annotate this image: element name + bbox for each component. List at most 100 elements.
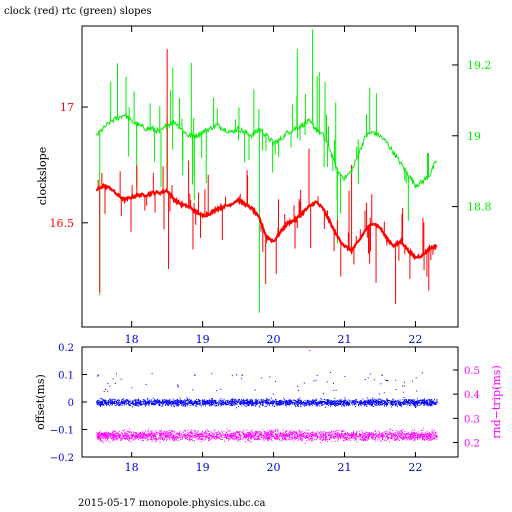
offset-point xyxy=(204,399,206,401)
rndtrip-point xyxy=(208,437,210,439)
rndtrip-point xyxy=(124,436,126,438)
rndtrip-point xyxy=(143,434,145,436)
rndtrip-point xyxy=(307,436,309,438)
rndtrip-point xyxy=(162,432,164,434)
offset-point xyxy=(350,402,352,404)
offset-point xyxy=(382,399,384,401)
rndtrip-point xyxy=(384,431,386,433)
rndtrip-point xyxy=(333,437,335,439)
rndtrip-point xyxy=(267,432,269,434)
rndtrip-point xyxy=(169,437,170,439)
rndtrip-point xyxy=(372,435,374,437)
offset-point xyxy=(175,400,176,402)
rndtrip-point xyxy=(375,434,377,436)
rndtrip-point xyxy=(102,440,103,442)
rndtrip-point xyxy=(327,433,329,435)
rndtrip-point xyxy=(436,436,438,438)
rndtrip-point xyxy=(250,436,252,438)
rndtrip-point xyxy=(406,439,407,441)
rndtrip-point xyxy=(214,429,216,431)
rndtrip-point xyxy=(191,431,193,433)
rndtrip-point xyxy=(202,436,204,438)
offset-point xyxy=(192,404,194,406)
offset-point xyxy=(159,404,160,406)
offset-point xyxy=(174,403,175,405)
offset-point xyxy=(129,404,131,406)
rndtrip-point xyxy=(155,437,157,439)
rndtrip-point xyxy=(395,439,397,440)
rndtrip-point xyxy=(373,434,375,436)
rndtrip-point xyxy=(142,436,144,438)
rndtrip-point xyxy=(112,435,114,436)
rndtrip-point xyxy=(146,436,148,438)
rndtrip-point xyxy=(112,434,114,436)
rndtrip-point xyxy=(228,437,229,439)
rndtrip-point xyxy=(164,430,166,432)
offset-point xyxy=(211,400,213,402)
offset-point xyxy=(422,403,424,405)
offset-point xyxy=(398,403,399,405)
offset-point xyxy=(183,401,185,403)
rndtrip-point xyxy=(209,431,211,433)
rndtrip-point xyxy=(156,433,158,435)
rndtrip-point xyxy=(339,436,341,438)
offset-point xyxy=(198,398,199,400)
rndtrip-point xyxy=(160,438,162,440)
offset-point xyxy=(102,402,104,404)
rndtrip-point xyxy=(314,434,316,436)
rndtrip-point xyxy=(149,435,151,437)
rndtrip-point xyxy=(432,431,434,433)
rndtrip-point xyxy=(293,434,295,435)
rndtrip-point xyxy=(372,432,374,434)
offset-point xyxy=(114,401,116,402)
offset-point xyxy=(290,402,292,404)
offset-point xyxy=(120,404,122,406)
x-tick-label: 18 xyxy=(125,333,139,346)
offset-point xyxy=(348,399,350,401)
offset-point xyxy=(302,404,303,406)
rndtrip-point xyxy=(344,434,346,436)
rndtrip-point xyxy=(393,435,395,437)
rndtrip-point xyxy=(357,436,359,438)
rndtrip-point xyxy=(245,434,247,435)
rndtrip-point xyxy=(102,441,104,443)
rndtrip-point xyxy=(366,435,368,437)
rndtrip-point xyxy=(429,434,430,436)
rndtrip-point xyxy=(342,430,344,432)
offset-point xyxy=(252,400,253,402)
rndtrip-point xyxy=(244,434,246,436)
offset-point xyxy=(316,403,318,405)
offset-point xyxy=(117,399,119,401)
offset-point xyxy=(329,399,331,401)
rndtrip-point xyxy=(342,437,344,439)
rndtrip-point xyxy=(192,435,194,437)
rndtrip-point xyxy=(114,431,116,433)
offset-point xyxy=(427,403,429,405)
offset-point xyxy=(300,399,302,401)
rndtrip-point xyxy=(303,434,305,436)
rndtrip-point xyxy=(285,435,287,437)
rndtrip-point xyxy=(272,431,274,433)
rndtrip-point xyxy=(426,439,427,440)
offset-point xyxy=(366,405,368,407)
rndtrip-point xyxy=(290,432,292,434)
rndtrip-point xyxy=(400,431,402,433)
rndtrip-point xyxy=(239,434,241,436)
rndtrip-point xyxy=(126,436,128,438)
rndtrip-point xyxy=(391,433,393,435)
offset-point xyxy=(428,402,430,404)
offset-point xyxy=(392,401,394,403)
rndtrip-point xyxy=(274,438,276,439)
rndtrip-point xyxy=(127,435,129,437)
rndtrip-point xyxy=(381,435,383,437)
rndtrip-point xyxy=(424,434,426,436)
rndtrip-point xyxy=(311,439,313,441)
offset-point xyxy=(337,401,339,402)
rndtrip-point xyxy=(116,438,118,439)
rndtrip-point xyxy=(292,433,293,435)
offset-point xyxy=(312,399,313,401)
rndtrip-point xyxy=(122,430,124,431)
rndtrip-point xyxy=(225,434,227,436)
rndtrip-point xyxy=(130,437,132,439)
